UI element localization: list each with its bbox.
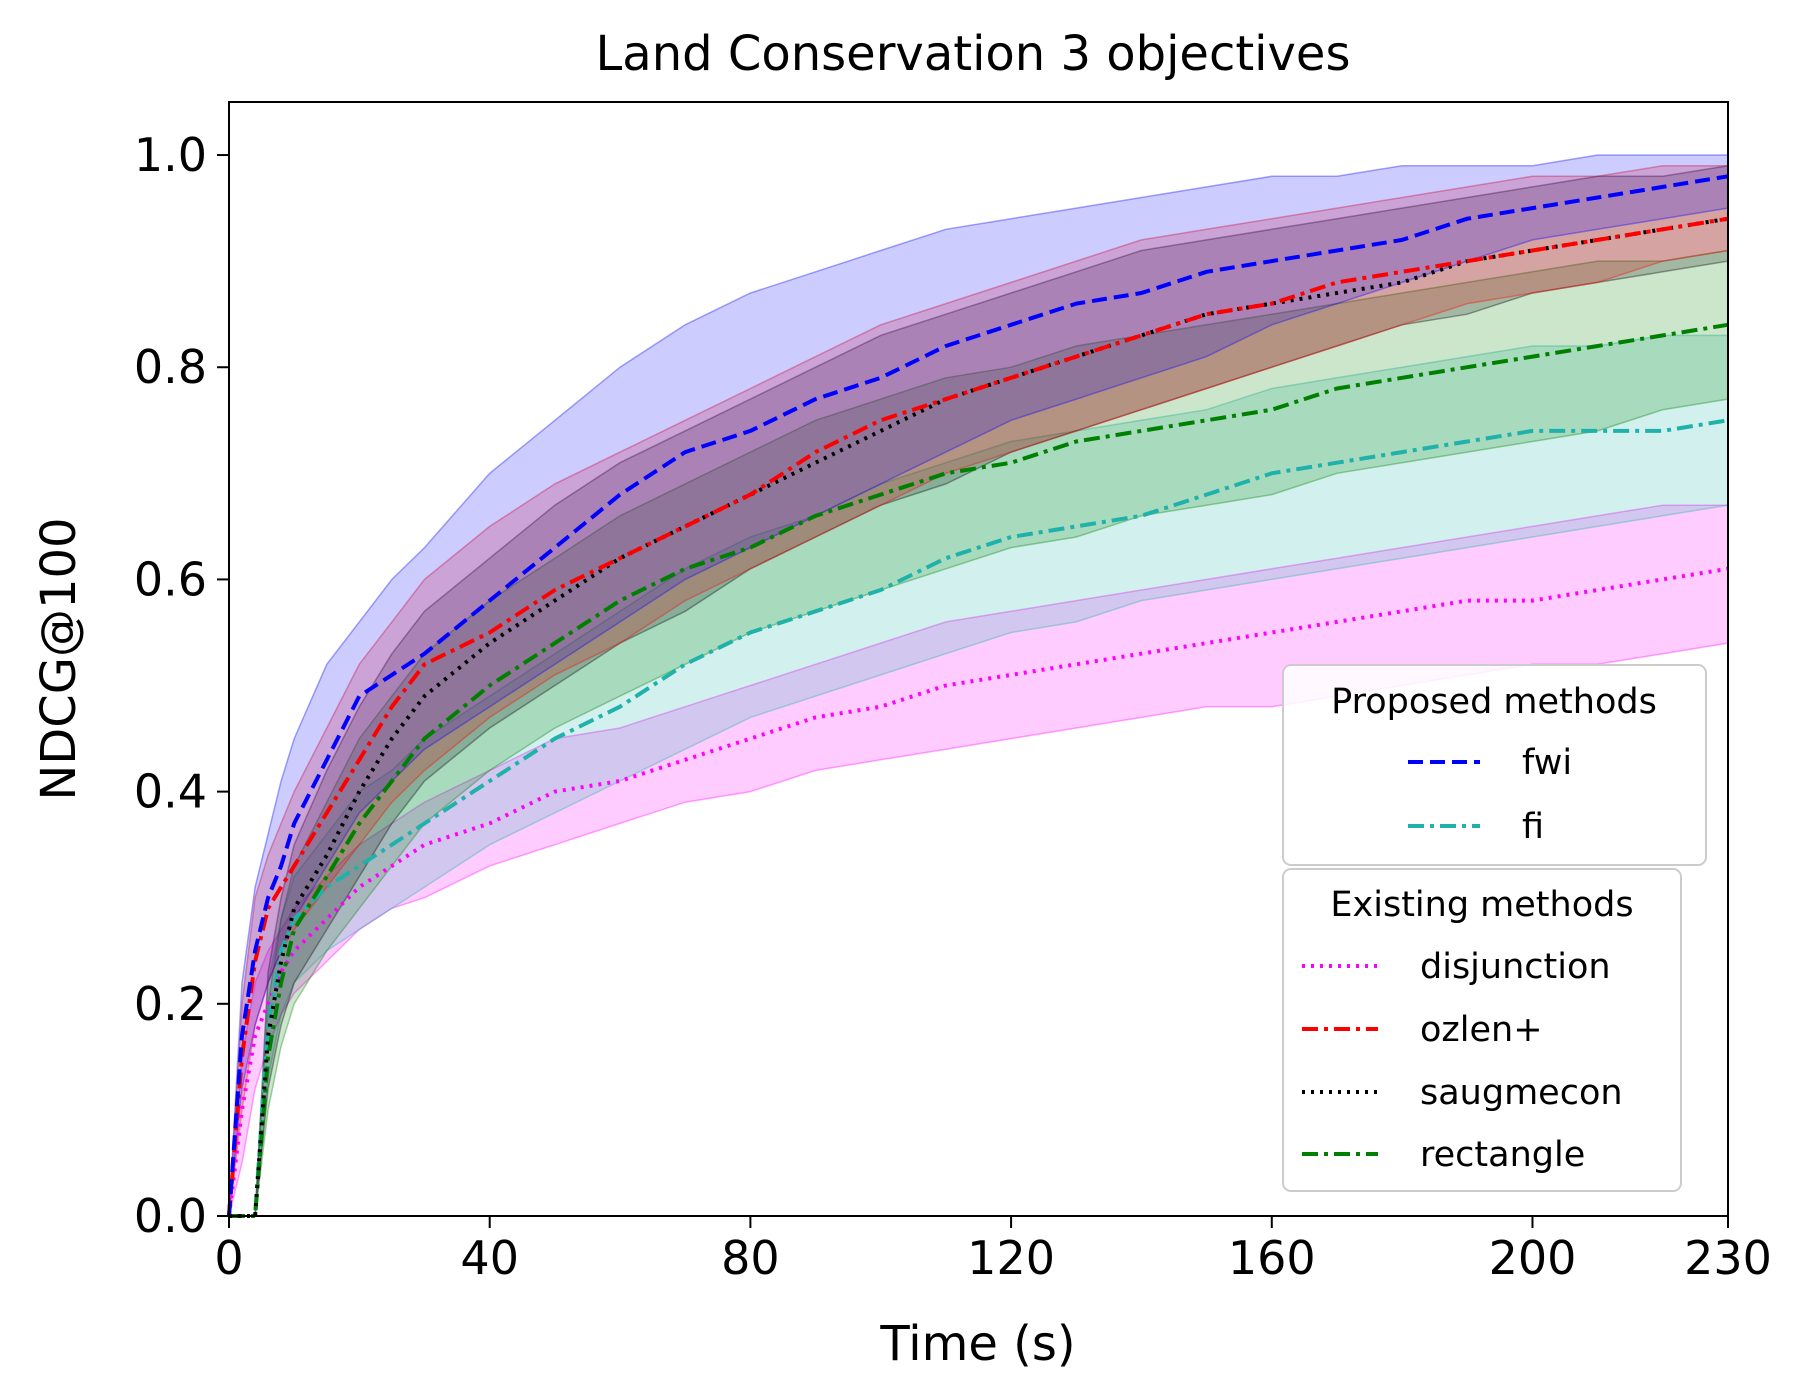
- x-axis-label: Time (s): [879, 1316, 1075, 1372]
- x-axis: 0 40 80 120 160 200 230: [214, 1216, 1772, 1285]
- y-tick-label: 0.4: [134, 765, 207, 819]
- line-fi: [229, 418, 1729, 1218]
- y-axis: 0.0 0.2 0.4 0.6 0.8 1.0: [134, 128, 229, 1243]
- x-tick-label: 0: [214, 1231, 243, 1285]
- y-tick-label: 0.6: [134, 552, 207, 606]
- line-disjunction: [227, 566, 1729, 1217]
- line-rectangle: [229, 322, 1729, 1218]
- legend-label-ozlen: ozlen+: [1420, 1010, 1543, 1050]
- legend-proposed: Proposed methods fwi fi: [1282, 664, 1707, 866]
- legend-box: [1282, 868, 1682, 1192]
- chart-title: Land Conservation 3 objectives: [596, 26, 1351, 82]
- y-tick-label: 0.8: [134, 340, 207, 394]
- plot-frame: [228, 101, 1729, 1217]
- legend-label-saugmecon: saugmecon: [1420, 1073, 1623, 1113]
- y-tick-label: 0.2: [134, 977, 207, 1031]
- x-tick-label: 200: [1489, 1231, 1577, 1285]
- legend-label-disjunction: disjunction: [1420, 947, 1611, 987]
- legend-label-rectangle: rectangle: [1420, 1135, 1585, 1175]
- legend-title: Proposed methods: [1331, 682, 1657, 722]
- line-ozlen: [227, 216, 1729, 1217]
- x-tick-label: 80: [721, 1231, 780, 1285]
- x-tick-label: 230: [1684, 1231, 1772, 1285]
- legend-existing: Existing methods disjunction ozlen+ saug…: [1282, 868, 1682, 1192]
- x-tick-label: 120: [967, 1231, 1055, 1285]
- legend-label-fwi: fwi: [1522, 743, 1572, 783]
- y-tick-label: 1.0: [134, 128, 207, 182]
- legend-label-fi: fi: [1522, 807, 1544, 847]
- y-axis-label: NDCG@100: [31, 517, 87, 800]
- legend-title: Existing methods: [1330, 885, 1633, 925]
- x-tick-label: 40: [460, 1231, 519, 1285]
- y-tick-label: 0.0: [134, 1189, 207, 1243]
- series-lines: [227, 174, 1729, 1218]
- x-tick-label: 160: [1228, 1231, 1316, 1285]
- legend-box: [1282, 664, 1707, 866]
